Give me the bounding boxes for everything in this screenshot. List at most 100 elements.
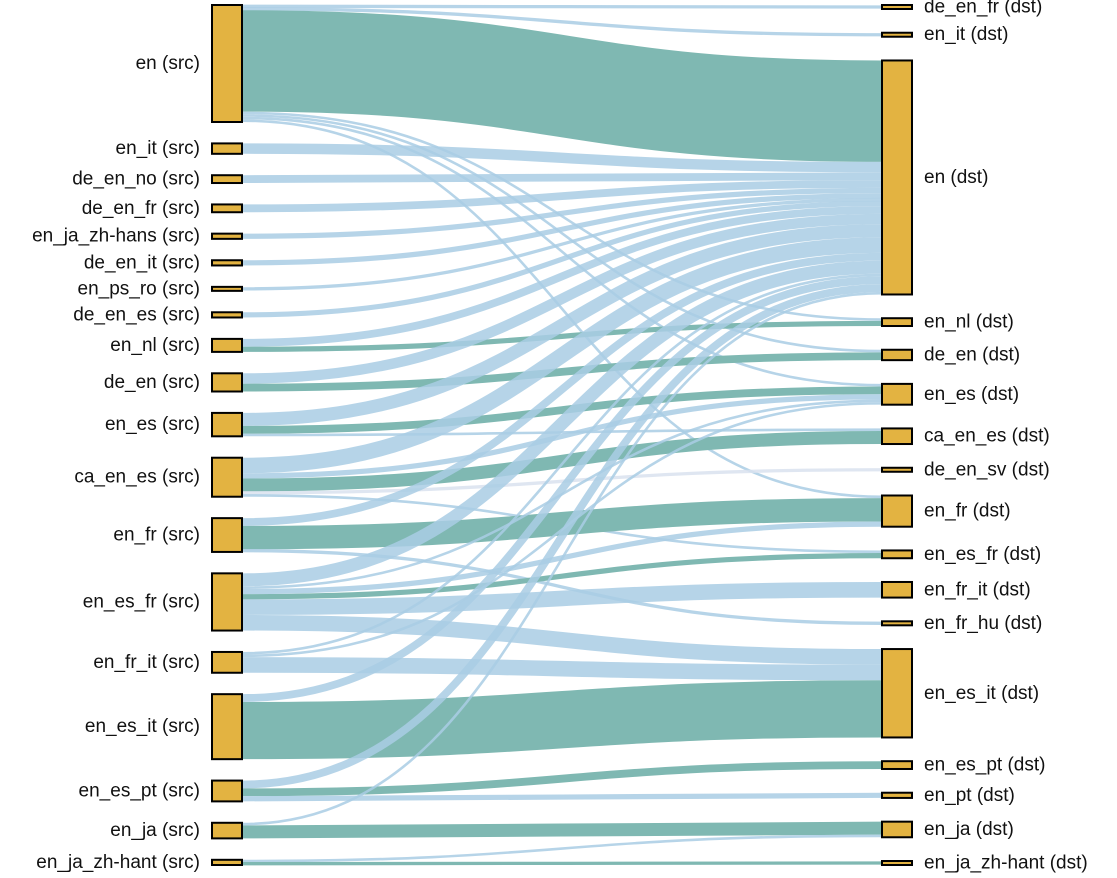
source-node-en_ja_zh-hans bbox=[211, 232, 243, 240]
source-label-en_ja_zh-hans: en_ja_zh-hans (src) bbox=[32, 226, 200, 247]
target-label-en_es: en_es (dst) bbox=[924, 384, 1019, 405]
target-label-de_en_fr: de_en_fr (dst) bbox=[924, 0, 1042, 18]
source-node-en bbox=[211, 4, 243, 123]
source-label-en_ja: en_ja (src) bbox=[110, 820, 200, 841]
target-node-en bbox=[881, 59, 913, 296]
target-label-de_en: de_en (dst) bbox=[924, 344, 1020, 365]
flow-de_en_no-to-en bbox=[241, 172, 883, 184]
source-node-de_en_es bbox=[211, 311, 243, 319]
source-label-en_fr_it: en_fr_it (src) bbox=[93, 652, 200, 673]
target-node-en_nl bbox=[881, 317, 913, 328]
flow-ca_en_es-to-en_es bbox=[241, 394, 883, 479]
source-node-en_ja_zh-hant bbox=[211, 858, 243, 866]
flow-en_es_fr-to-en_es_it bbox=[241, 614, 883, 665]
source-node-de_en_no bbox=[211, 174, 243, 185]
source-node-de_en bbox=[211, 372, 243, 393]
target-node-en_fr_hu bbox=[881, 620, 913, 627]
flow-de_en-to-en bbox=[241, 213, 883, 384]
flow-en_ja_zh-hant-to-en_ja bbox=[241, 834, 883, 863]
nodes bbox=[211, 4, 913, 866]
flow-en_es_it-to-en_es_it bbox=[241, 680, 883, 760]
target-label-en_fr_hu: en_fr_hu (dst) bbox=[924, 613, 1042, 634]
target-label-en_nl: en_nl (dst) bbox=[924, 312, 1014, 333]
flow-en_nl-to-en_nl bbox=[241, 320, 883, 352]
source-node-en_es_fr bbox=[211, 572, 243, 632]
flow-en_es_pt-to-en bbox=[241, 284, 883, 789]
target-node-en_es bbox=[881, 382, 913, 406]
flow-en_it-to-en bbox=[241, 143, 883, 173]
target-label-ca_en_es: ca_en_es (dst) bbox=[924, 426, 1050, 447]
flow-en_fr-to-en bbox=[241, 252, 883, 526]
target-label-en_ja: en_ja (dst) bbox=[924, 819, 1014, 840]
source-node-en_ja bbox=[211, 821, 243, 840]
source-node-en_fr bbox=[211, 517, 243, 553]
target-label-en_fr_it: en_fr_it (dst) bbox=[924, 579, 1031, 600]
source-label-de_en: de_en (src) bbox=[104, 372, 200, 393]
source-node-en_es_it bbox=[211, 693, 243, 761]
target-node-en_fr bbox=[881, 494, 913, 528]
target-label-en_ja_zh-hant: en_ja_zh-hant (dst) bbox=[924, 853, 1088, 874]
target-node-de_en_fr bbox=[881, 4, 913, 10]
flow-de_en-to-de_en bbox=[241, 352, 883, 392]
source-node-en_ps_ro bbox=[211, 285, 243, 292]
source-node-en_es bbox=[211, 411, 243, 438]
target-label-en: en (dst) bbox=[924, 167, 988, 188]
flow-ca_en_es-to-en bbox=[241, 237, 883, 474]
flow-en-to-en_it bbox=[241, 7, 883, 37]
flow-en_ja-to-en bbox=[241, 291, 883, 826]
flow-de_en_es-to-en bbox=[241, 200, 883, 318]
flow-en_fr-to-en_fr_hu bbox=[241, 548, 883, 625]
source-node-en_nl bbox=[211, 337, 243, 353]
target-node-en_es_pt bbox=[881, 760, 913, 770]
flow-de_en_fr-to-en bbox=[241, 180, 883, 213]
flow-en_es_fr-to-en_es_fr bbox=[241, 553, 883, 600]
target-label-en_it: en_it (dst) bbox=[924, 24, 1008, 45]
target-label-de_en_sv: de_en_sv (dst) bbox=[924, 459, 1050, 480]
flow-de_en_it-to-en bbox=[241, 193, 883, 266]
flow-en_ja_zh-hant-to-en_ja_zh-hant bbox=[241, 861, 883, 866]
target-node-en_es_fr bbox=[881, 549, 913, 560]
target-label-en_es_it: en_es_it (dst) bbox=[924, 683, 1039, 704]
flow-en_ja-to-en_ja bbox=[241, 821, 883, 839]
source-label-en_es_it: en_es_it (src) bbox=[85, 716, 200, 737]
flow-en-to-en bbox=[241, 10, 883, 162]
source-label-en_es: en_es (src) bbox=[105, 414, 200, 435]
flow-en_es-to-en_es bbox=[241, 386, 883, 434]
flow-en_ja_zh-hans-to-en bbox=[241, 187, 883, 239]
source-node-en_es_pt bbox=[211, 779, 243, 803]
source-label-en_nl: en_nl (src) bbox=[110, 335, 200, 356]
source-label-en_ps_ro: en_ps_ro (src) bbox=[78, 278, 201, 299]
flow-links bbox=[241, 4, 883, 866]
flow-en_fr_it-to-en_es_it bbox=[241, 657, 883, 681]
flow-en-to-de_en_fr bbox=[241, 4, 883, 9]
source-label-en_es_fr: en_es_fr (src) bbox=[83, 591, 200, 612]
source-node-en_it bbox=[211, 142, 243, 155]
flow-en_es_it-to-en bbox=[241, 276, 883, 702]
target-node-ca_en_es bbox=[881, 427, 913, 446]
target-label-en_fr: en_fr (dst) bbox=[924, 501, 1011, 522]
source-label-de_en_no: de_en_no (src) bbox=[72, 169, 200, 190]
source-node-en_fr_it bbox=[211, 650, 243, 674]
target-node-en_it bbox=[881, 31, 913, 38]
target-node-en_pt bbox=[881, 791, 913, 799]
source-node-de_en_it bbox=[211, 259, 243, 267]
source-label-en_es_pt: en_es_pt (src) bbox=[79, 780, 200, 801]
flow-en_es_pt-to-en_es_pt bbox=[241, 761, 883, 797]
flow-en_es_fr-to-en bbox=[241, 260, 883, 587]
target-node-en_fr_it bbox=[881, 580, 913, 599]
flow-en_nl-to-en bbox=[241, 206, 883, 347]
target-node-de_en bbox=[881, 348, 913, 362]
source-label-ca_en_es: ca_en_es (src) bbox=[74, 467, 200, 488]
source-node-ca_en_es bbox=[211, 456, 243, 498]
flow-en_ps_ro-to-en bbox=[241, 197, 883, 291]
target-label-en_es_pt: en_es_pt (dst) bbox=[924, 755, 1045, 776]
target-node-en_ja bbox=[881, 820, 913, 839]
source-label-de_en_fr: de_en_fr (src) bbox=[82, 198, 200, 219]
flow-ca_en_es-to-ca_en_es bbox=[241, 431, 883, 492]
target-label-en_es_fr: en_es_fr (dst) bbox=[924, 544, 1041, 565]
flow-en_es_fr-to-en_fr_it bbox=[241, 581, 883, 615]
flow-en_fr-to-en_fr bbox=[241, 498, 883, 550]
source-label-de_en_it: de_en_it (src) bbox=[84, 252, 200, 273]
source-label-en_fr: en_fr (src) bbox=[113, 525, 200, 546]
